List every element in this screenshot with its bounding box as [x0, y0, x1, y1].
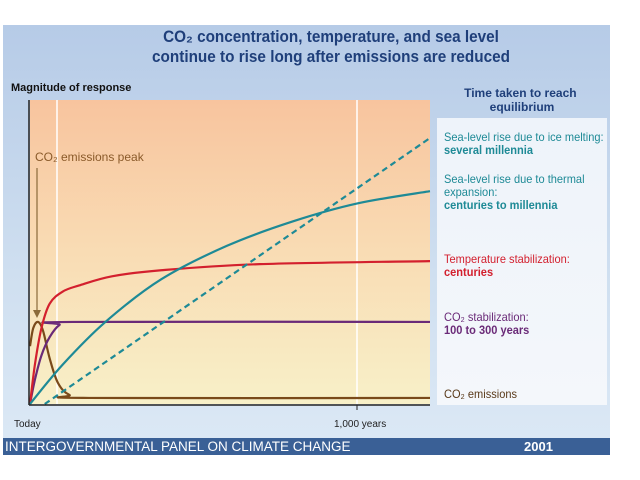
series-line-1 [28, 320, 431, 405]
title-line-1: CO₂ concentration, temperature, and sea … [163, 27, 499, 46]
series-line-0 [28, 320, 431, 400]
legend-label: Sea-level rise due to ice melting: [444, 130, 604, 144]
legend-co2-stabilization: CO₂ stabilization: 100 to 300 years [444, 311, 529, 337]
footer-year: 2001 [524, 439, 553, 454]
legend-title: Time taken to reach equilibrium [464, 86, 580, 114]
legend-title-line: equilibrium [490, 100, 555, 114]
footer-organization: INTERGOVERNMENTAL PANEL ON CLIMATE CHANG… [5, 439, 351, 454]
footer-bar: INTERGOVERNMENTAL PANEL ON CLIMATE CHANG… [3, 438, 610, 455]
legend-label: CO₂ emissions [444, 387, 517, 401]
x-tick-label-today: Today [14, 419, 41, 430]
title-line-2: continue to rise long after emissions ar… [152, 47, 510, 66]
legend-temperature: Temperature stabilization: centuries [444, 253, 570, 279]
series-line-3 [29, 190, 431, 405]
legend-title-line: Time taken to reach [464, 86, 577, 100]
legend-thermal-expansion: Sea-level rise due to thermal expansion:… [444, 173, 600, 212]
legend-time: several millennia [444, 143, 533, 157]
emissions-peak-annotation: CO₂ emissions peak [35, 150, 145, 164]
legend-label: Sea-level rise due to thermal expansion: [444, 172, 585, 199]
legend-panel [437, 118, 607, 405]
legend-ice-melting: Sea-level rise due to ice melting: sever… [444, 131, 604, 157]
legend-time: centuries [444, 265, 494, 279]
series-line-4 [44, 137, 431, 405]
legend-time: centuries to millennia [444, 198, 558, 212]
legend-label: Temperature stabilization: [444, 252, 570, 266]
x-tick-label-1000: 1,000 years [334, 419, 386, 430]
y-axis-label: Magnitude of response [11, 82, 131, 94]
chart-title: CO₂ concentration, temperature, and sea … [106, 27, 556, 67]
plot-area [30, 100, 430, 404]
legend-co2-emissions: CO₂ emissions [444, 388, 517, 401]
legend-label: CO₂ stabilization: [444, 310, 529, 324]
series-line-2 [28, 260, 431, 405]
legend-time: 100 to 300 years [444, 323, 530, 337]
emissions-peak-arrowhead [33, 310, 41, 318]
